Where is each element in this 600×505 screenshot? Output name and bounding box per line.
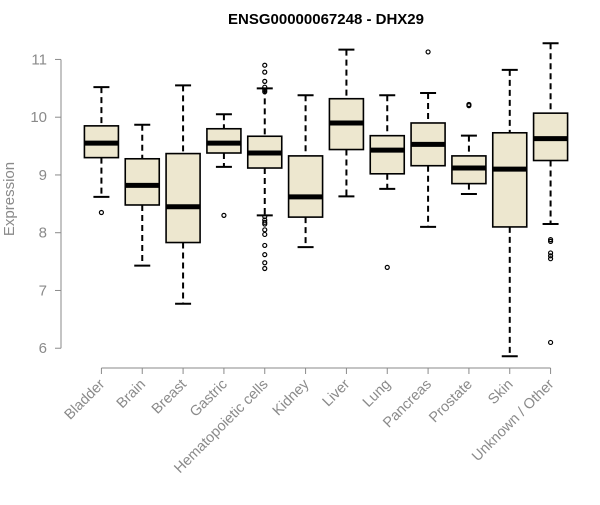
x-tick-label-5: Kidney <box>270 376 313 419</box>
outlier-4-8 <box>262 219 268 225</box>
outlier-3-0 <box>221 212 227 218</box>
outlier-4-10 <box>262 227 268 233</box>
box-7 <box>369 134 406 175</box>
box-group-9 <box>451 101 487 196</box>
outlier-4-14 <box>262 260 268 266</box>
box-group-5 <box>287 94 324 249</box>
box-1 <box>124 157 161 206</box>
y-tick-label-1: 7 <box>39 282 47 299</box>
outlier-7-0 <box>384 264 390 270</box>
chart-title: ENSG00000067248 - DHX29 <box>228 11 424 28</box>
outlier-4-2 <box>262 78 268 84</box>
outlier-11-4 <box>547 256 554 262</box>
outlier-11-0 <box>547 237 554 243</box>
outlier-11-1 <box>547 238 554 244</box>
outlier-11-2 <box>547 250 554 256</box>
outlier-8-0 <box>425 49 431 55</box>
box-group-3 <box>206 113 242 218</box>
outlier-9-1 <box>466 101 472 108</box>
outlier-11-3 <box>547 253 554 259</box>
outlier-4-0 <box>262 62 268 68</box>
outlier-4-1 <box>262 69 268 75</box>
x-tick-label-0: Bladder <box>62 376 109 423</box>
box-group-2 <box>165 84 201 305</box>
x-tick-label-10: Skin <box>485 377 516 408</box>
x-tick-label-7: Lung <box>360 377 394 411</box>
outlier-4-13 <box>262 252 268 258</box>
y-tick-label-5: 11 <box>31 51 47 68</box>
outlier-11-5 <box>547 339 554 346</box>
y-tick-label-0: 6 <box>39 340 47 357</box>
y-tick-label-3: 9 <box>39 167 47 184</box>
box-2 <box>165 152 201 244</box>
outlier-4-12 <box>262 242 268 249</box>
outlier-4-5 <box>262 89 268 95</box>
outlier-4-15 <box>262 265 268 272</box>
box-5 <box>287 155 324 218</box>
box-group-1 <box>124 123 161 267</box>
y-tick-label-4: 10 <box>30 109 47 126</box>
outlier-0-0 <box>98 209 105 216</box>
y-tick-label-2: 8 <box>39 225 47 242</box>
y-axis-label: Expression <box>1 162 18 236</box>
box-group-11 <box>532 42 569 346</box>
box-group-4 <box>246 62 283 272</box>
box-group-7 <box>369 94 406 270</box>
box-group-0 <box>83 86 120 216</box>
x-tick-label-1: Brain <box>114 377 149 412</box>
boxes <box>83 42 569 358</box>
x-tick-label-9: Prostate <box>426 377 475 426</box>
x-tick-label-6: Liver <box>320 376 354 410</box>
outlier-4-4 <box>262 87 268 93</box>
box-10 <box>491 131 528 228</box>
outlier-4-3 <box>262 84 268 90</box>
box-group-6 <box>328 48 365 198</box>
outlier-4-11 <box>262 231 268 238</box>
x-tick-label-2: Breast <box>149 377 190 418</box>
outlier-4-9 <box>262 221 268 227</box>
box-group-10 <box>491 68 528 358</box>
box-group-8 <box>410 49 446 228</box>
